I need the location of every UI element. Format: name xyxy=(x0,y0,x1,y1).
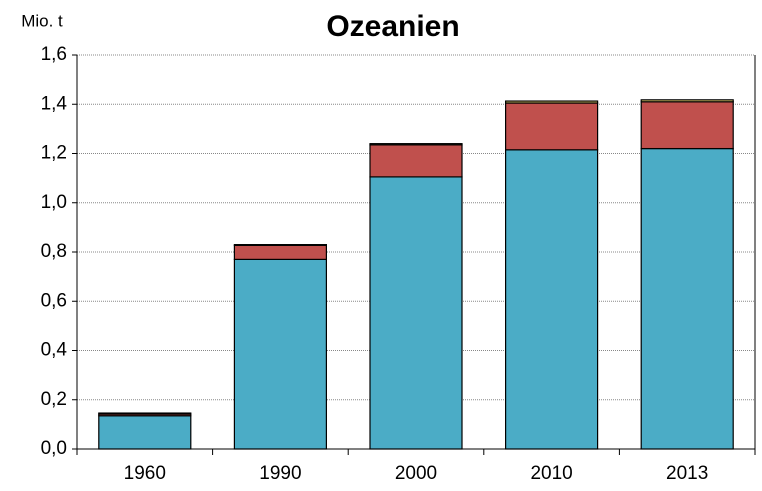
x-tick-label: 2000 xyxy=(395,463,437,484)
bar-segment xyxy=(505,102,599,151)
y-tick-label: 1,4 xyxy=(41,93,68,114)
bar-segment xyxy=(233,244,327,260)
bar-segment xyxy=(505,100,599,104)
y-tick-label: 0,8 xyxy=(41,241,67,262)
x-tick-label: 2013 xyxy=(666,463,708,484)
bar-segment xyxy=(369,176,463,450)
y-tick-label: 0,2 xyxy=(41,389,67,410)
bar-segment xyxy=(505,149,599,450)
bar-segment xyxy=(369,144,463,178)
y-axis-label: Mio. t xyxy=(21,11,63,30)
y-tick-label: 0,6 xyxy=(41,290,67,311)
y-tick-label: 0,4 xyxy=(41,340,68,361)
bar-segment xyxy=(98,415,192,450)
bar-segment xyxy=(640,147,734,450)
y-tick-label: 1,6 xyxy=(41,44,67,65)
y-tick-label: 1,2 xyxy=(41,143,67,164)
y-tick-label: 0,0 xyxy=(41,438,67,459)
bar-segment xyxy=(369,143,463,146)
y-tick-label: 1,0 xyxy=(41,192,67,213)
x-tick-label: 2010 xyxy=(530,463,572,484)
bar-segment xyxy=(640,99,734,103)
bar-segment xyxy=(640,101,734,150)
bar-segment xyxy=(233,244,327,246)
bar-segment xyxy=(233,258,327,450)
x-tick-label: 1990 xyxy=(259,463,301,484)
chart-title: Ozeanien xyxy=(326,10,459,43)
x-tick-label: 1960 xyxy=(124,463,166,484)
bar-segment xyxy=(98,412,192,415)
